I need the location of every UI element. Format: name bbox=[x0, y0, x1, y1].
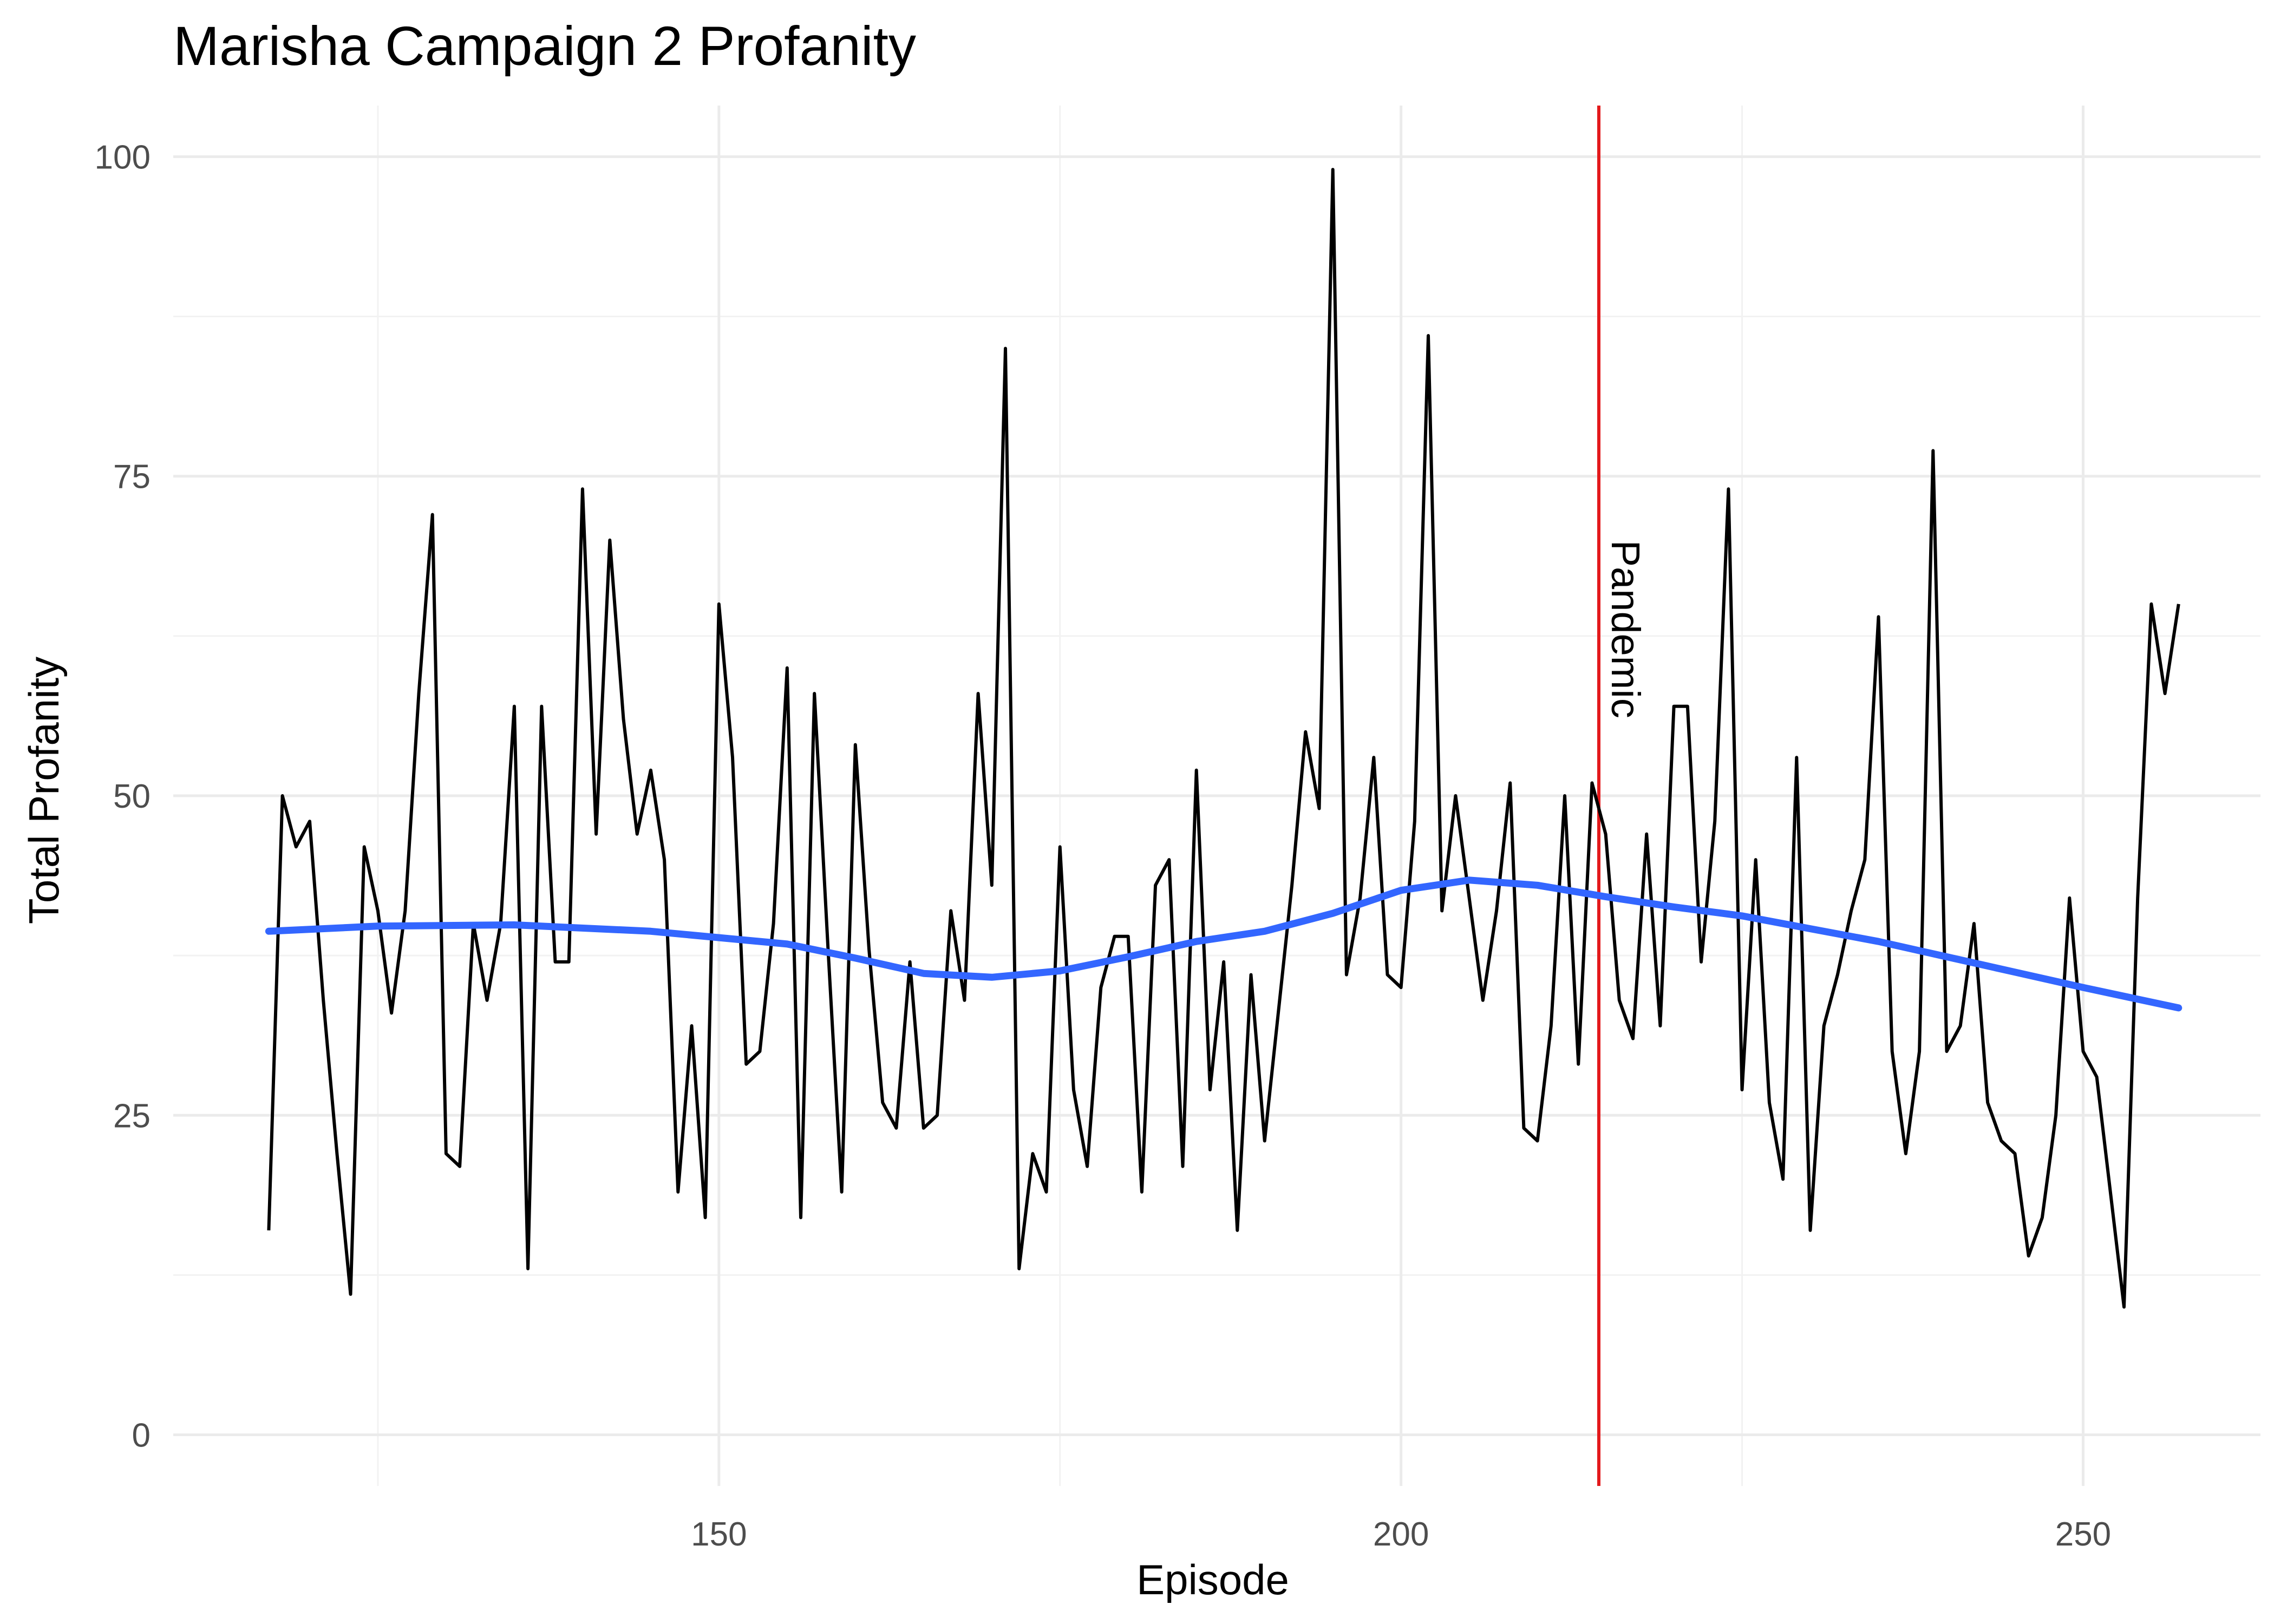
x-tick-label: 150 bbox=[691, 1516, 747, 1553]
y-tick-label: 50 bbox=[113, 778, 151, 815]
episode-profanity-line bbox=[267, 168, 2180, 1309]
y-tick-label: 75 bbox=[113, 459, 151, 496]
series-layer bbox=[265, 168, 2182, 1309]
x-tick-label: 250 bbox=[2055, 1516, 2111, 1553]
pandemic-marker: Pandemic bbox=[1597, 106, 1648, 1486]
y-axis-title: Total Profanity bbox=[20, 657, 68, 924]
y-tick-label: 100 bbox=[95, 139, 151, 176]
x-axis-title: Episode bbox=[1136, 1556, 1289, 1603]
chart-title: Marisha Campaign 2 Profanity bbox=[173, 15, 916, 77]
y-tick-label: 0 bbox=[132, 1417, 151, 1455]
smoothed-trend-line bbox=[265, 876, 2182, 1012]
tick-labels: 0 25 50 75 100 150 200 250 bbox=[95, 139, 2112, 1553]
y-tick-label: 25 bbox=[113, 1097, 151, 1135]
pandemic-label: Pandemic bbox=[1603, 540, 1648, 718]
grid bbox=[173, 106, 2260, 1486]
x-tick-label: 200 bbox=[1373, 1516, 1429, 1553]
